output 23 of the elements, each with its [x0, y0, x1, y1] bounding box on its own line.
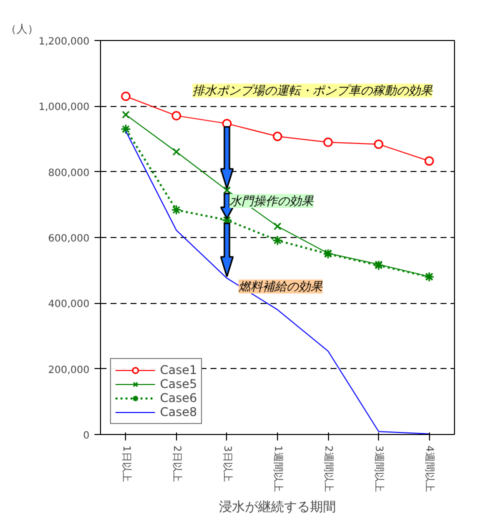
annotation: 水門操作の効果 [229, 194, 314, 208]
x-tick-label: 2日以上 [170, 446, 183, 482]
x-tick-label: 4週間以上 [424, 446, 436, 492]
y-tick-label: 1,000,000 [38, 102, 90, 114]
x-tick-label: 2週間以上 [322, 446, 335, 492]
y-tick-label: 0 [83, 430, 90, 442]
annotation: 排水ポンプ場の運転・ポンプ車の稼動の効果 [192, 84, 434, 98]
legend-label: Case1 [160, 363, 198, 377]
legend-label: Case5 [160, 377, 198, 391]
y-tick-label: 1,200,000 [38, 36, 90, 48]
y-tick-label: 600,000 [48, 234, 90, 244]
legend-label: Case6 [160, 391, 198, 405]
x-axis-title: 浸水が継続する期間 [219, 500, 336, 515]
annotation: 燃料補給の効果 [238, 279, 324, 294]
y-tick-label: 200,000 [48, 364, 90, 376]
y-tick-label: 800,000 [48, 168, 90, 179]
x-tick-label: 3週間以上 [373, 446, 386, 492]
x-tick-label: 3日以上 [221, 446, 234, 482]
y-axis-title: （人） [6, 22, 38, 36]
x-tick-label: 1週間以上 [272, 446, 284, 492]
legend-label: Case8 [160, 405, 198, 419]
y-tick-label: 400,000 [48, 299, 90, 310]
x-tick-label: 1日以上 [120, 446, 132, 482]
